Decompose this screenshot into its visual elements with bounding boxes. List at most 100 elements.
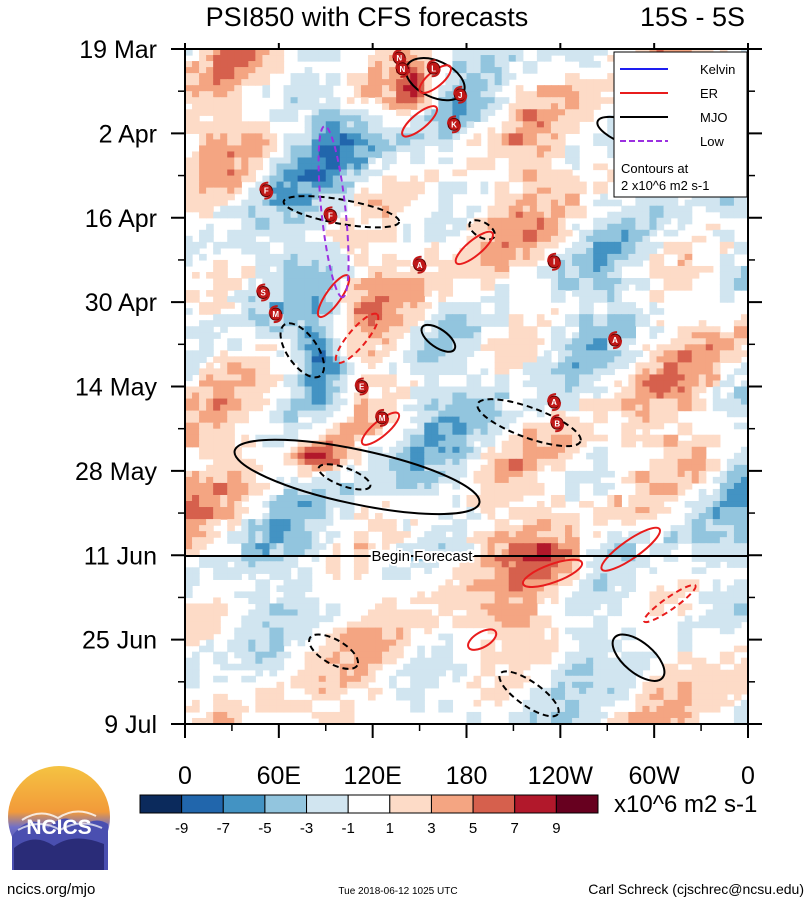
field-cell <box>677 525 686 532</box>
field-cell <box>480 452 489 460</box>
field-cell <box>501 55 510 62</box>
field-cell <box>382 259 390 267</box>
field-cell <box>353 470 362 478</box>
field-cell <box>431 531 439 538</box>
field-cell <box>325 85 334 92</box>
field-cell <box>614 253 622 261</box>
field-cell <box>346 332 355 339</box>
field-cell <box>353 284 362 291</box>
field-cell <box>192 470 200 478</box>
field-cell <box>522 380 531 388</box>
field-cell <box>325 271 334 279</box>
field-cell <box>220 211 228 219</box>
field-cell <box>565 452 573 460</box>
field-cell <box>480 422 489 430</box>
field-cell <box>325 482 334 490</box>
field-cell <box>346 440 355 448</box>
field-cell <box>719 247 728 255</box>
field-cell <box>234 115 242 122</box>
field-cell <box>480 253 489 261</box>
field-cell <box>501 531 510 538</box>
field-cell <box>227 398 235 406</box>
field-cell <box>565 271 573 279</box>
field-cell <box>466 434 475 442</box>
field-cell <box>297 332 306 339</box>
field-cell <box>389 284 397 291</box>
field-cell <box>227 428 235 436</box>
field-cell <box>297 284 306 291</box>
field-cell <box>290 145 299 153</box>
field-cell <box>360 549 369 556</box>
field-cell <box>487 73 496 80</box>
field-cell <box>417 428 425 436</box>
field-cell <box>290 428 299 436</box>
field-cell <box>670 241 679 249</box>
field-cell <box>360 217 369 225</box>
field-cell <box>565 537 573 544</box>
field-cell <box>557 121 566 128</box>
field-cell <box>346 290 355 297</box>
field-cell <box>586 49 594 56</box>
field-cell <box>522 326 531 333</box>
field-cell <box>389 187 397 195</box>
field-cell <box>389 103 397 110</box>
field-cell <box>529 67 538 74</box>
field-cell <box>663 543 672 550</box>
field-cell <box>557 133 566 141</box>
field-cell <box>353 338 362 345</box>
field-cell <box>417 398 425 406</box>
field-cell <box>557 85 566 92</box>
field-cell <box>473 320 482 327</box>
field-cell <box>480 163 489 171</box>
field-cell <box>332 290 341 297</box>
field-cell <box>452 531 461 538</box>
field-cell <box>565 284 573 291</box>
field-cell <box>572 199 580 207</box>
field-cell <box>360 127 369 134</box>
field-cell <box>656 440 665 448</box>
field-cell <box>459 531 468 538</box>
field-cell <box>339 296 348 303</box>
field-cell <box>438 308 446 315</box>
field-cell <box>515 543 524 550</box>
field-cell <box>360 320 369 327</box>
field-cell <box>572 446 580 454</box>
field-cell <box>367 121 376 128</box>
field-cell <box>262 278 271 285</box>
field-cell <box>367 332 376 339</box>
field-cell <box>241 434 249 442</box>
field-cell <box>360 428 369 436</box>
field-cell <box>396 73 404 80</box>
field-cell <box>733 320 742 327</box>
field-cell <box>557 175 566 183</box>
field-cell <box>339 356 348 363</box>
field-cell <box>248 464 256 472</box>
field-cell <box>206 434 214 442</box>
field-cell <box>494 229 503 237</box>
field-cell <box>410 49 418 56</box>
field-cell <box>466 344 475 351</box>
field-cell <box>241 290 249 297</box>
field-cell <box>529 169 538 177</box>
field-cell <box>248 374 256 382</box>
field-cell <box>536 380 545 388</box>
field-cell <box>241 494 249 502</box>
field-cell <box>452 422 461 430</box>
field-cell <box>614 278 622 285</box>
field-cell <box>565 513 573 520</box>
field-cell <box>213 55 221 62</box>
field-cell <box>367 211 376 219</box>
field-cell <box>733 368 742 376</box>
field-cell <box>199 253 207 261</box>
field-cell <box>417 446 425 454</box>
field-cell <box>642 314 651 321</box>
field-cell <box>600 356 608 363</box>
field-cell <box>705 332 714 339</box>
field-cell <box>691 543 700 550</box>
field-cell <box>248 235 256 243</box>
field-cell <box>276 67 285 74</box>
field-cell <box>600 543 608 550</box>
field-cell <box>276 157 285 165</box>
field-cell <box>565 561 573 568</box>
field-cell <box>304 446 313 454</box>
